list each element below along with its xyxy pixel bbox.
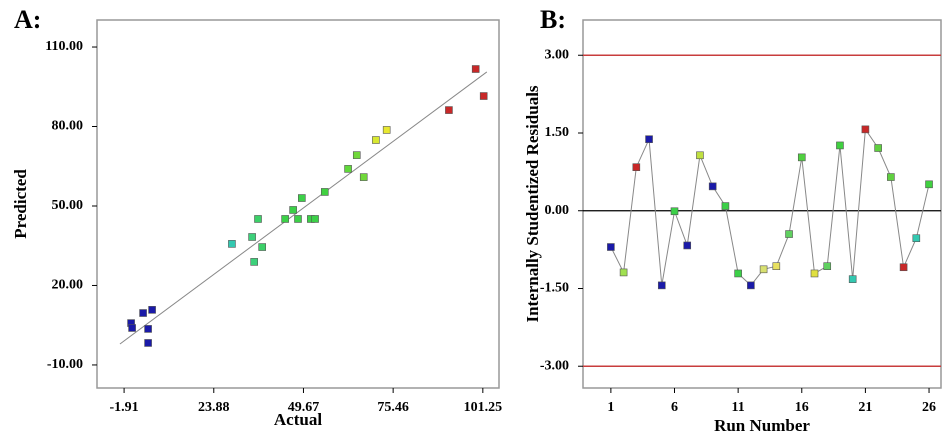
x-axis-label: Actual (274, 410, 322, 429)
y-tick-label: 50.00 (52, 198, 84, 213)
data-point (657, 281, 666, 290)
x-tick-label: 1 (607, 400, 614, 415)
data-point (248, 233, 256, 241)
data-point (607, 243, 615, 251)
y-tick-label: 110.00 (45, 39, 83, 54)
data-point (250, 258, 258, 266)
x-tick-label: 16 (795, 400, 809, 415)
x-tick-label: 11 (732, 400, 745, 415)
x-tick-label: -1.91 (110, 400, 139, 415)
data-point (254, 215, 262, 223)
data-point (359, 173, 368, 181)
x-tick-label: 75.46 (377, 400, 409, 415)
data-point (861, 125, 870, 134)
data-point (874, 144, 882, 152)
data-point (772, 262, 781, 270)
data-point (289, 206, 297, 214)
y-axis-label: Internally Studentized Residuals (523, 85, 542, 322)
data-point (479, 92, 488, 100)
x-axis-label: Run Number (714, 416, 810, 434)
data-point (619, 268, 628, 277)
data-point (294, 215, 302, 223)
data-point (734, 269, 742, 278)
data-point (144, 339, 152, 347)
data-point (721, 202, 730, 210)
data-point (632, 163, 641, 171)
x-tick-label: 49.67 (288, 400, 320, 415)
data-point (683, 241, 692, 250)
y-tick-label: -3.00 (540, 358, 569, 373)
data-point (887, 173, 895, 181)
residual-line (610, 127, 930, 287)
data-point (258, 243, 266, 251)
data-point (708, 182, 717, 191)
data-point (320, 188, 329, 196)
x-tick-label: 6 (671, 400, 678, 415)
y-tick-label: -1.50 (540, 281, 569, 296)
data-point (139, 309, 147, 317)
data-point (645, 135, 653, 144)
y-tick-label: 80.00 (52, 119, 84, 134)
data-point (228, 240, 236, 248)
y-tick-label: 20.00 (52, 278, 84, 293)
data-point (148, 306, 156, 314)
panel-title: B: (540, 5, 566, 34)
y-tick-label: 0.00 (545, 203, 570, 218)
x-tick-label: 101.25 (464, 400, 503, 415)
data-point (810, 269, 819, 278)
y-tick-label: 1.50 (545, 125, 570, 140)
panel-title: A: (14, 5, 41, 34)
data-point (899, 263, 908, 272)
plot-frame (582, 19, 942, 389)
fit-line (119, 71, 488, 345)
y-axis-label: Predicted (11, 169, 30, 239)
plot-frame (96, 19, 500, 389)
data-point (281, 215, 289, 223)
y-tick-label: -10.00 (47, 357, 83, 372)
data-point (372, 136, 380, 144)
data-point (925, 180, 933, 189)
data-point (785, 230, 793, 238)
data-point (128, 324, 136, 332)
data-point (823, 262, 832, 270)
data-point (382, 126, 391, 134)
data-point (848, 275, 857, 283)
x-tick-label: 26 (922, 400, 936, 415)
data-point (836, 141, 844, 150)
data-point (311, 215, 319, 223)
data-point (144, 325, 152, 333)
x-tick-label: 23.88 (198, 400, 230, 415)
data-point (797, 153, 806, 162)
data-point (670, 207, 679, 216)
data-point (352, 151, 361, 159)
data-point (298, 194, 306, 202)
data-point (759, 265, 768, 274)
data-point (471, 65, 480, 73)
data-point (696, 151, 704, 160)
data-point (344, 165, 352, 173)
x-tick-label: 21 (858, 400, 872, 415)
data-point (912, 234, 921, 243)
y-tick-label: 3.00 (545, 47, 570, 62)
data-point (445, 106, 453, 114)
data-point (747, 281, 755, 290)
